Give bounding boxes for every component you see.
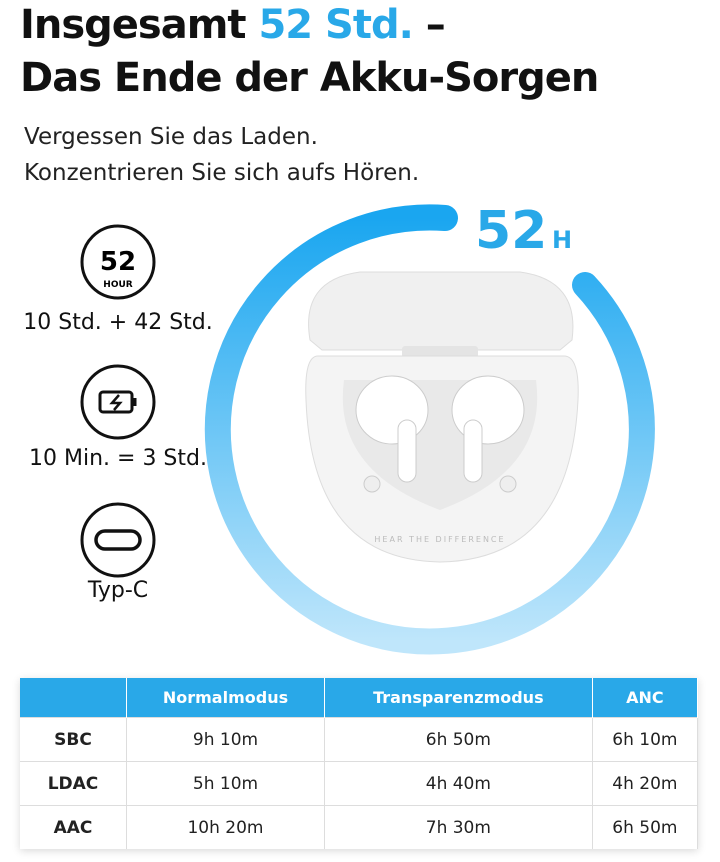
column-header: Transparenzmodus [324,678,593,718]
earbuds-case: HEAR THE DIFFERENCE [305,271,579,563]
icon-number: 52 [100,247,136,277]
table-cell: 4h 20m [592,761,699,806]
headline-text: Insgesamt [20,2,247,48]
battery-icon [98,390,137,414]
feature-caption: 10 Std. + 42 Std. [23,310,213,335]
row-header: AAC [20,805,127,849]
corner-cell [20,678,127,718]
headline-line1: Insgesamt 52 Std. – [20,2,446,48]
icon-unit: HOUR [103,280,132,290]
table-row: AAC 10h 20m 7h 30m 6h 50m [20,805,699,849]
table-cell: 6h 10m [592,717,699,762]
icon-circle [80,224,156,300]
headline-line2: Das Ende der Akku-Sorgen [20,55,599,101]
product-text: HEAR THE DIFFERENCE [374,535,505,544]
table-cell: 7h 30m [324,805,593,849]
table-cell: 6h 50m [324,717,593,762]
headline-highlight: 52 Std. [258,2,413,48]
row-header: LDAC [20,761,127,806]
table-cell: 10h 20m [126,805,325,849]
subtitle: Vergessen Sie das Laden. [24,124,318,150]
ring [204,204,655,655]
ring-unit: H [552,226,572,254]
subtitle: Konzentrieren Sie sich aufs Hören. [24,160,420,186]
headline-text: – [425,2,446,48]
usb-c-icon [94,529,142,551]
header-row: Normalmodus Transparenzmodus ANC [20,678,699,718]
table-cell: 6h 50m [592,805,699,849]
icon-circle [80,364,156,440]
icon-circle [80,502,156,578]
table-row: LDAC 5h 10m 4h 40m 4h 20m [20,761,699,806]
table-cell: 4h 40m [324,761,593,806]
battery-table: Normalmodus Transparenzmodus ANC SBC 9h 10m… [20,678,699,849]
table-row: SBC 9h 10m 6h 50m 6h 10m [20,717,699,762]
table-cell: 9h 10m [126,717,325,762]
column-header: ANC [592,678,699,718]
row-header: SBC [20,717,127,762]
ring-number: 52 [475,201,547,261]
table-cell: 5h 10m [126,761,325,806]
column-header: Normalmodus [126,678,325,718]
feature-caption: 10 Min. = 3 Std. [29,446,207,471]
feature-caption: Typ-C [87,578,149,603]
